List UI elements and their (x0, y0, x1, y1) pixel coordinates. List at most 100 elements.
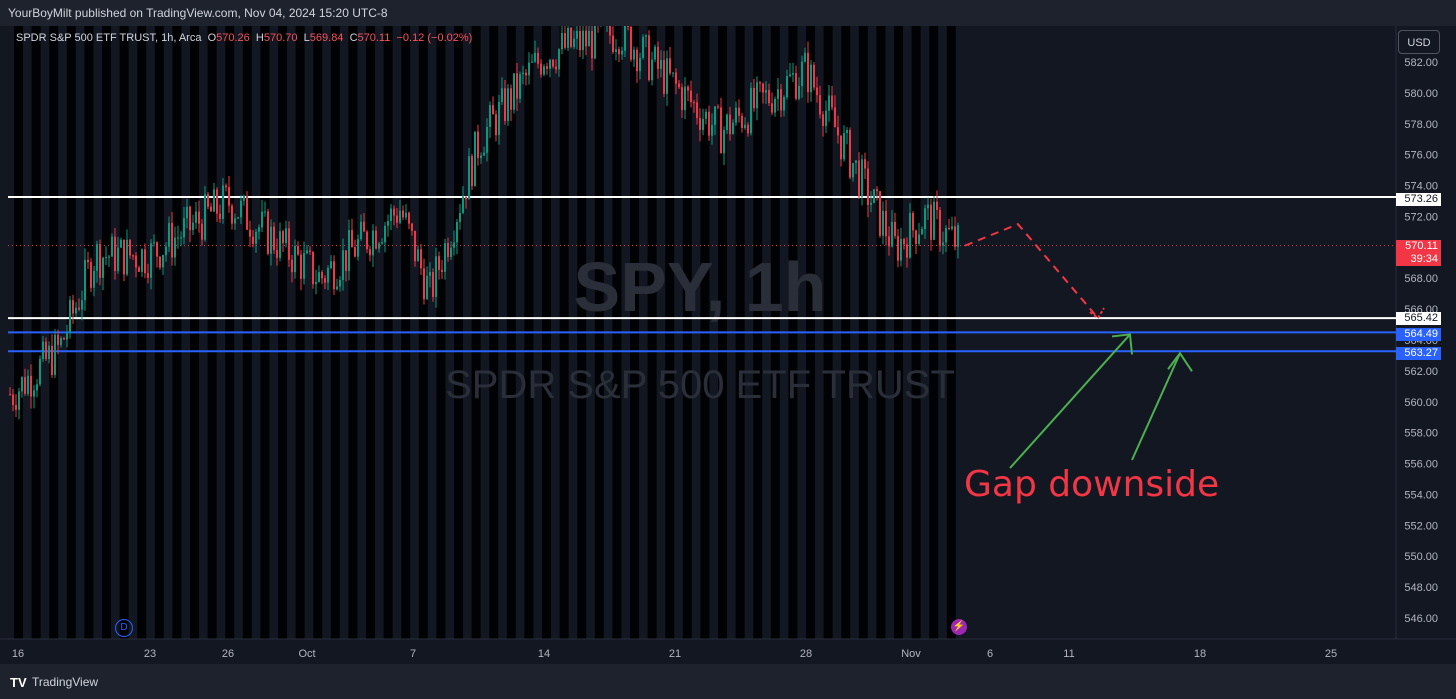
candle-body (108, 256, 110, 258)
candle-body (750, 87, 752, 134)
candle-body (123, 239, 125, 275)
candle-body (441, 269, 443, 272)
candle-body (651, 59, 653, 81)
candle-body (861, 159, 863, 197)
price-box-573-26: 573.26 (1396, 193, 1441, 206)
price-chart[interactable]: SPY, 1h SPDR S&P 500 ETF TRUST 582.00 580.0… (0, 26, 1456, 664)
candle-body (939, 210, 941, 246)
x-tick-label: 16 (12, 648, 24, 660)
candle-body (654, 46, 656, 60)
candle-body (813, 64, 815, 88)
candle-body (756, 82, 758, 109)
candle-body (801, 61, 803, 86)
candle-body (489, 105, 491, 127)
candle-body (675, 72, 677, 84)
projection-arrowhead (1089, 307, 1105, 320)
candle-body (711, 124, 713, 136)
candle-body (525, 72, 527, 76)
candle-body (666, 58, 668, 94)
candle-body (609, 26, 611, 36)
candle-body (819, 95, 821, 115)
candle-body (345, 250, 347, 272)
candle-body (273, 226, 275, 250)
candle-body (228, 187, 230, 206)
candle-body (954, 226, 956, 247)
candle-body (471, 156, 473, 187)
candle-body (831, 95, 833, 108)
candle-body (84, 259, 86, 301)
candle-body (567, 27, 569, 48)
candle-body (945, 227, 947, 243)
currency-button[interactable]: USD (1398, 30, 1440, 54)
candle-body (363, 221, 365, 232)
candle-body (588, 31, 590, 47)
candle-body (642, 36, 644, 58)
open-label: O (207, 32, 217, 44)
candle-body (486, 126, 488, 153)
candle-body (498, 102, 500, 136)
candle-body (408, 212, 410, 224)
candle-body (462, 196, 464, 214)
candle-body (405, 212, 407, 218)
arrow-to-563-27 (1131, 352, 1181, 461)
candle-body (303, 253, 305, 279)
candle-body (285, 228, 287, 244)
candle-body (372, 230, 374, 256)
candle-body (834, 107, 836, 128)
candle-body (432, 272, 434, 297)
candle-body (291, 259, 293, 273)
candle-body (687, 86, 689, 91)
candle-body (114, 236, 116, 272)
candle-body (672, 72, 674, 74)
candle-body (573, 38, 575, 47)
x-tick-label: 11 (1063, 648, 1074, 660)
candle-body (765, 90, 767, 93)
candle-body (351, 230, 353, 248)
candle-body (189, 206, 191, 231)
candle-body (204, 194, 206, 240)
candle-body (570, 27, 572, 47)
candle-body (255, 231, 257, 244)
watermark-ticker: SPY, 1h (574, 248, 827, 326)
candle-body (297, 245, 299, 255)
candle-body (438, 256, 440, 270)
candle-body (213, 189, 215, 212)
lightning-icon[interactable]: ⚡ (951, 619, 967, 635)
candle-body (615, 49, 617, 52)
arrow-to-564-49 (1009, 333, 1131, 469)
candle-body (45, 341, 47, 360)
candle-body (120, 239, 122, 248)
candle-body (522, 72, 524, 75)
candle-body (957, 225, 959, 247)
candle-body (828, 95, 830, 111)
candle-body (714, 106, 716, 125)
candle-body (312, 251, 314, 285)
candle-body (60, 337, 62, 345)
candle-body (234, 218, 236, 224)
candle-body (882, 210, 884, 236)
candle-body (708, 111, 710, 136)
candle-body (249, 229, 251, 237)
dividend-icon[interactable]: D (115, 619, 133, 637)
candle-body (165, 246, 167, 256)
candle-body (516, 73, 518, 99)
candle-body (909, 213, 911, 258)
candle-body (399, 210, 401, 223)
publish-info: YourBoyMilt published on TradingView.com… (8, 6, 388, 20)
candle-body (63, 337, 65, 340)
candle-body (849, 130, 851, 178)
candle-body (210, 206, 212, 212)
candle-body (66, 333, 68, 340)
x-tick-label: 6 (987, 648, 993, 660)
candle-body (318, 272, 320, 282)
candle-body (927, 204, 929, 209)
symbol-name[interactable]: SPDR S&P 500 ETF TRUST, 1h, Arca (16, 32, 202, 44)
candle-body (18, 391, 20, 410)
candle-body (795, 73, 797, 99)
candle-body (681, 87, 683, 111)
candle-body (897, 236, 899, 261)
candle-body (381, 242, 383, 244)
candle-body (354, 247, 356, 257)
candle-body (141, 249, 143, 272)
candle-body (9, 394, 11, 396)
